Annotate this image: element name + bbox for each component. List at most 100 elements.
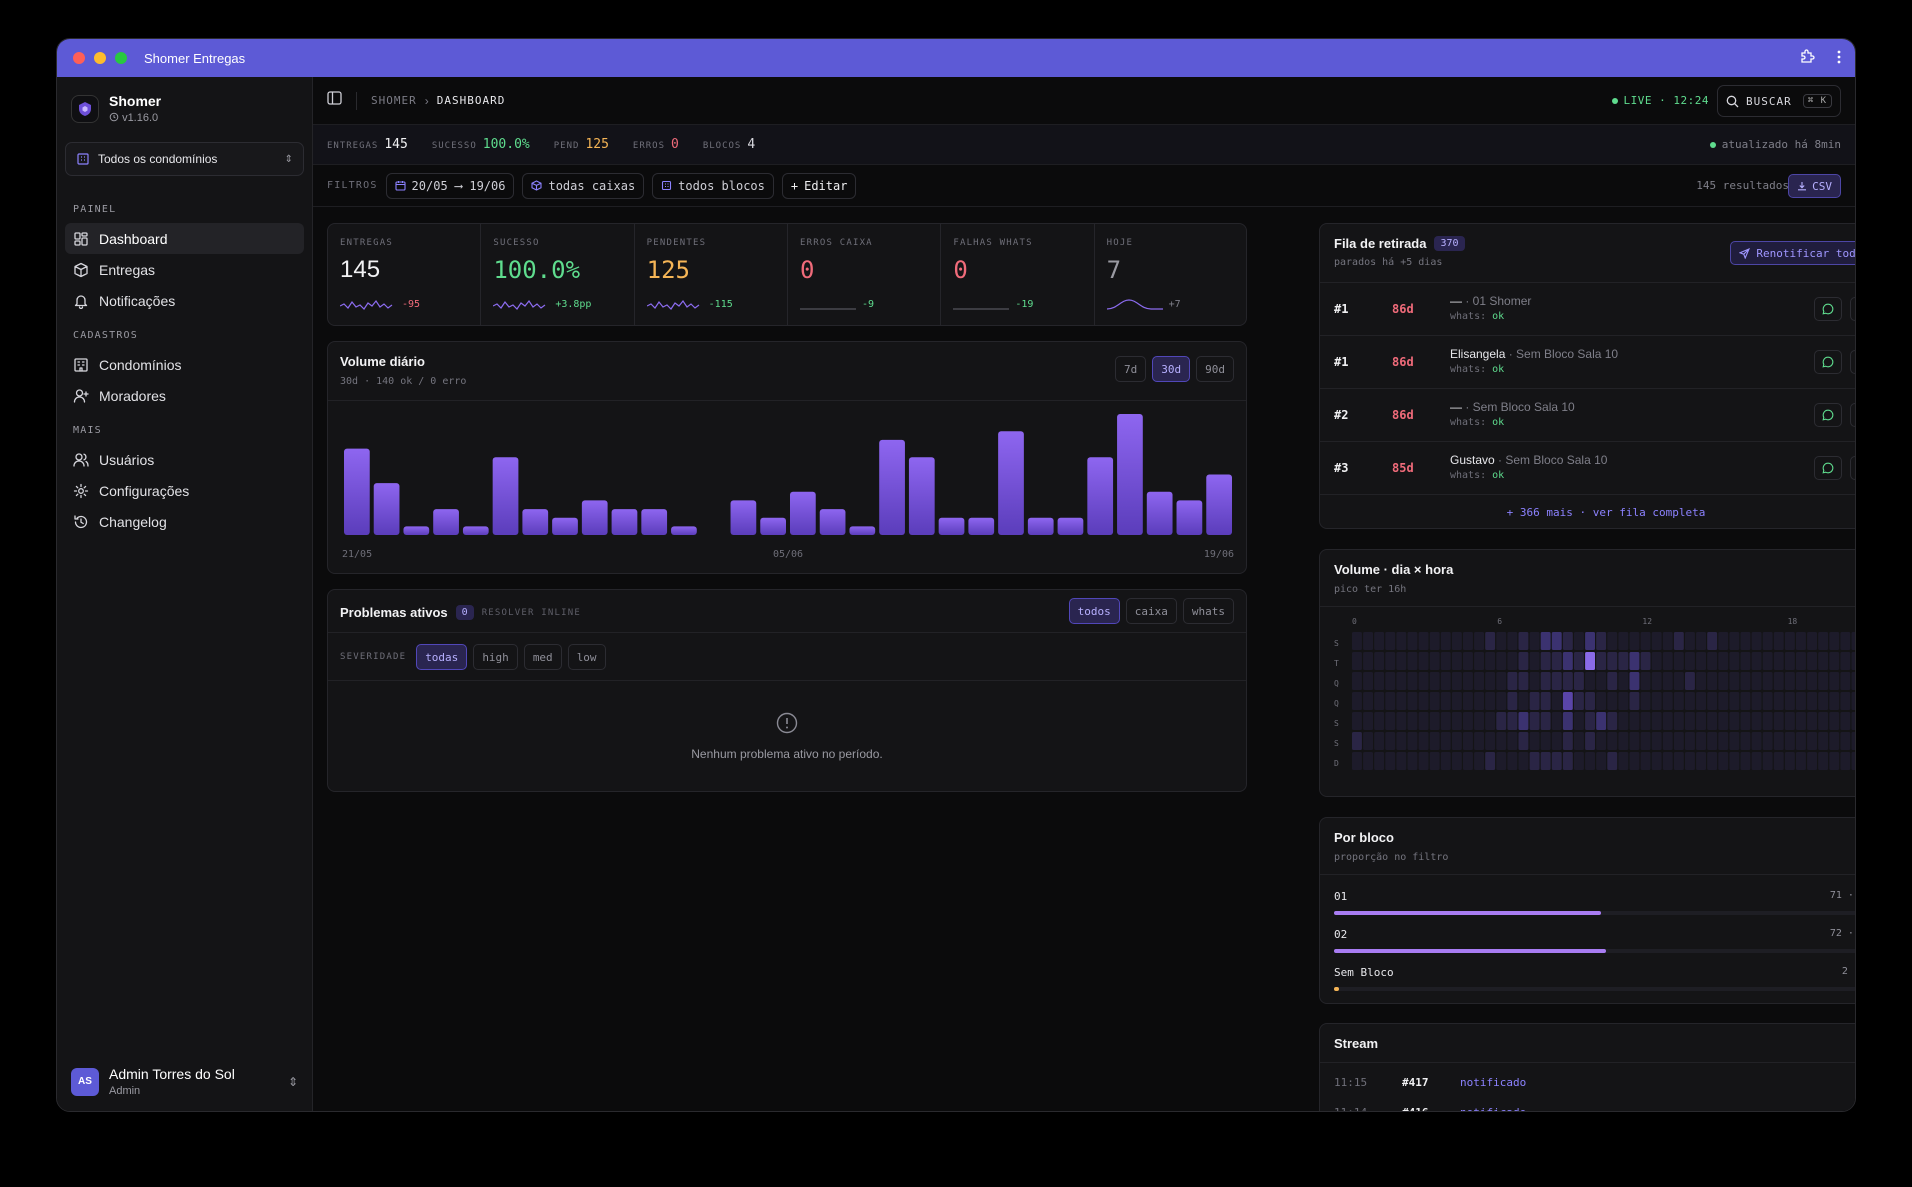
csv-export-button[interactable]: CSV [1788, 174, 1841, 198]
close-window-button[interactable] [73, 52, 85, 64]
heatmap-cell[interactable] [1374, 692, 1385, 710]
heatmap-cell[interactable] [1840, 692, 1851, 710]
heatmap-cell[interactable] [1762, 692, 1773, 710]
heatmap-cell[interactable] [1762, 732, 1773, 750]
heatmap-cell[interactable] [1651, 692, 1662, 710]
heatmap-cell[interactable] [1607, 672, 1618, 690]
heatmap-cell[interactable] [1596, 712, 1607, 730]
search-button[interactable]: BUSCAR ⌘ K [1717, 85, 1841, 117]
heatmap-cell[interactable] [1396, 732, 1407, 750]
heatmap-cell[interactable] [1440, 672, 1451, 690]
heatmap-cell[interactable] [1618, 752, 1629, 770]
heatmap-cell[interactable] [1496, 712, 1507, 730]
volume-bar[interactable] [403, 526, 430, 535]
heatmap-cell[interactable] [1407, 692, 1418, 710]
severity-high[interactable]: high [473, 644, 518, 670]
volume-bar[interactable] [1027, 517, 1054, 535]
stream-row[interactable]: 11:14#416notificado01 [1334, 1106, 1855, 1111]
heatmap-cell[interactable] [1696, 732, 1706, 750]
heatmap-cell[interactable] [1673, 712, 1684, 730]
heatmap-cell[interactable] [1651, 632, 1662, 650]
volume-bar[interactable] [433, 509, 459, 535]
heatmap-cell[interactable] [1440, 632, 1451, 650]
heatmap-cell[interactable] [1773, 672, 1784, 690]
heatmap-cell[interactable] [1762, 652, 1773, 670]
heatmap-cell[interactable] [1651, 752, 1662, 770]
volume-bar[interactable] [671, 526, 697, 535]
breadcrumb-root[interactable]: SHOMER [371, 94, 417, 107]
heatmap-cell[interactable] [1807, 752, 1817, 770]
heatmap-cell[interactable] [1718, 672, 1729, 690]
heatmap-cell[interactable] [1729, 672, 1740, 690]
volume-bar[interactable] [492, 457, 519, 535]
heatmap-cell[interactable] [1784, 632, 1795, 650]
heatmap-cell[interactable] [1784, 712, 1795, 730]
heatmap-cell[interactable] [1607, 692, 1618, 710]
heatmap-cell[interactable] [1773, 652, 1784, 670]
heatmap-cell[interactable] [1574, 752, 1584, 770]
heatmap-cell[interactable] [1463, 712, 1473, 730]
heatmap-cell[interactable] [1662, 732, 1673, 750]
heatmap-cell[interactable] [1818, 672, 1829, 690]
heatmap-cell[interactable] [1507, 712, 1518, 730]
heatmap-cell[interactable] [1773, 752, 1784, 770]
queue-row[interactable]: #1 86d Elisangela · Sem Bloco Sala 10 whats… [1320, 335, 1855, 388]
heatmap-cell[interactable] [1707, 712, 1718, 730]
heatmap-cell[interactable] [1784, 752, 1795, 770]
heatmap-cell[interactable] [1651, 732, 1662, 750]
heatmap-cell[interactable] [1696, 632, 1706, 650]
heatmap-cell[interactable] [1429, 672, 1440, 690]
heatmap-cell[interactable] [1685, 732, 1695, 750]
heatmap-cell[interactable] [1607, 632, 1618, 650]
heatmap-cell[interactable] [1529, 732, 1540, 750]
heatmap-cell[interactable] [1818, 732, 1829, 750]
volume-bar[interactable] [730, 500, 757, 535]
heatmap-cell[interactable] [1840, 752, 1851, 770]
heatmap-cell[interactable] [1740, 632, 1751, 650]
heatmap-cell[interactable] [1784, 732, 1795, 750]
heatmap-cell[interactable] [1707, 732, 1718, 750]
heatmap-cell[interactable] [1385, 712, 1396, 730]
heatmap-cell[interactable] [1796, 672, 1806, 690]
heatmap-cell[interactable] [1585, 712, 1595, 730]
heatmap-cell[interactable] [1440, 732, 1451, 750]
heatmap-cell[interactable] [1507, 732, 1518, 750]
volume-bar[interactable] [908, 457, 935, 535]
user-menu[interactable]: AS Admin Torres do Sol Admin ⇕ [57, 1066, 312, 1097]
heatmap-cell[interactable] [1840, 632, 1851, 650]
heatmap-cell[interactable] [1796, 752, 1806, 770]
heatmap-cell[interactable] [1851, 652, 1857, 670]
notify-button[interactable] [1850, 350, 1855, 374]
heatmap-cell[interactable] [1407, 712, 1418, 730]
heatmap-cell[interactable] [1807, 692, 1817, 710]
heatmap-cell[interactable] [1829, 672, 1840, 690]
heatmap-cell[interactable] [1518, 652, 1529, 670]
heatmap-cell[interactable] [1496, 672, 1507, 690]
heatmap-cell[interactable] [1618, 632, 1629, 650]
heatmap-cell[interactable] [1440, 712, 1451, 730]
sidebar-item-moradores[interactable]: Moradores [65, 380, 304, 411]
notify-button[interactable] [1850, 456, 1855, 480]
heatmap-cell[interactable] [1352, 692, 1362, 710]
heatmap-cell[interactable] [1851, 752, 1857, 770]
heatmap-cell[interactable] [1618, 652, 1629, 670]
heatmap-cell[interactable] [1662, 692, 1673, 710]
heatmap-cell[interactable] [1651, 672, 1662, 690]
heatmap-cell[interactable] [1729, 692, 1740, 710]
heatmap-cell[interactable] [1707, 692, 1718, 710]
heatmap-cell[interactable] [1474, 712, 1484, 730]
heatmap-cell[interactable] [1818, 752, 1829, 770]
heatmap-cell[interactable] [1574, 632, 1584, 650]
problem-type-caixa[interactable]: caixa [1125, 598, 1177, 624]
heatmap-cell[interactable] [1585, 752, 1595, 770]
heatmap-cell[interactable] [1773, 632, 1784, 650]
heatmap-cell[interactable] [1762, 752, 1773, 770]
sidebar-item-usuarios[interactable]: Usuários [65, 444, 304, 475]
heatmap-cell[interactable] [1740, 672, 1751, 690]
heatmap-cell[interactable] [1407, 752, 1418, 770]
heatmap-cell[interactable] [1762, 712, 1773, 730]
heatmap-cell[interactable] [1385, 652, 1396, 670]
range-7d[interactable]: 7d [1115, 356, 1147, 382]
heatmap-cell[interactable] [1629, 692, 1640, 710]
volume-bar[interactable] [462, 526, 489, 535]
